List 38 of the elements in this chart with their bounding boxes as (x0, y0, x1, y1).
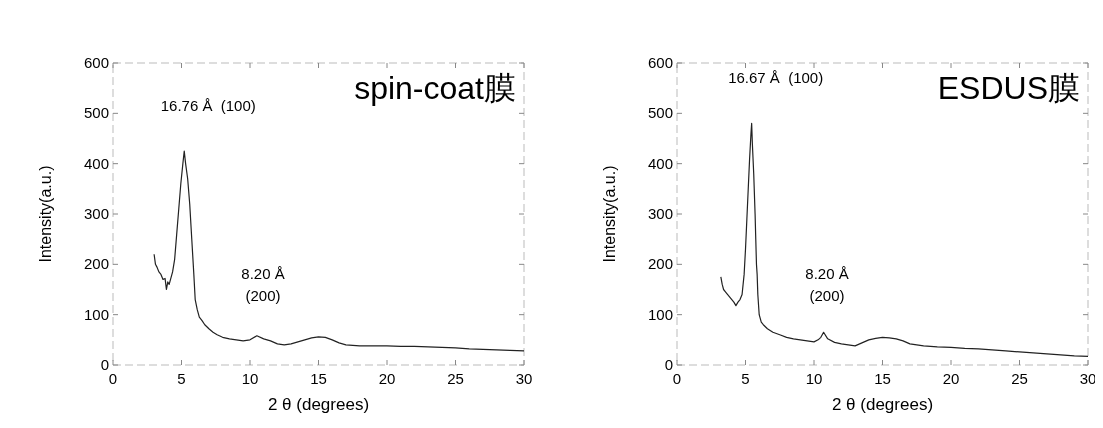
x-tick-label: 10 (805, 370, 823, 387)
x-tick-label: 5 (741, 370, 750, 387)
y-tick-label: 500 (83, 104, 109, 122)
annotation: 8.20 Å (200) (241, 265, 285, 304)
y-tick-label: 400 (647, 154, 673, 172)
x-tick-label: 25 (447, 370, 464, 387)
x-tick-label: 30 (515, 370, 533, 387)
x-tick-label: 5 (177, 370, 186, 387)
annotation: 16.76 Å (100) (160, 97, 256, 115)
x-tick-label: 30 (1079, 370, 1097, 387)
x-tick-label: 20 (378, 370, 396, 387)
x-tick-label: 15 (874, 370, 891, 387)
y-axis-title: Intensity(a.u.) (37, 165, 54, 263)
y-tick-label: 500 (647, 104, 673, 122)
y-tick-label: 300 (83, 205, 109, 222)
y-tick-label: 0 (664, 356, 673, 373)
y-axis-title: Intensity(a.u.) (601, 165, 618, 263)
line-series (720, 122, 1089, 358)
line-series (153, 150, 525, 352)
y-tick-label: 0 (100, 356, 109, 373)
y-tick-label: 200 (647, 255, 673, 273)
y-tick-label: 600 (83, 54, 109, 71)
y-tick-label: 100 (83, 305, 109, 323)
chart-title: ESDUS膜 (937, 70, 1080, 106)
x-tick-label: 15 (310, 370, 327, 387)
y-tick-label: 300 (647, 205, 673, 222)
x-tick-label: 25 (1011, 370, 1028, 387)
y-tick-label: 100 (647, 305, 673, 323)
x-tick-label: 10 (241, 370, 259, 387)
annotation: 8.20 Å (200) (805, 265, 849, 304)
annotation: 16.67 Å (100) (728, 69, 824, 87)
y-tick-label: 600 (647, 54, 673, 71)
x-axis-title: 2 θ (degrees) (831, 395, 934, 414)
y-tick-label: 200 (83, 255, 109, 273)
y-tick-label: 400 (83, 154, 109, 172)
x-axis-title: 2 θ (degrees) (267, 395, 370, 414)
x-tick-label: 20 (942, 370, 960, 387)
chart-title: spin-coat膜 (354, 70, 516, 106)
